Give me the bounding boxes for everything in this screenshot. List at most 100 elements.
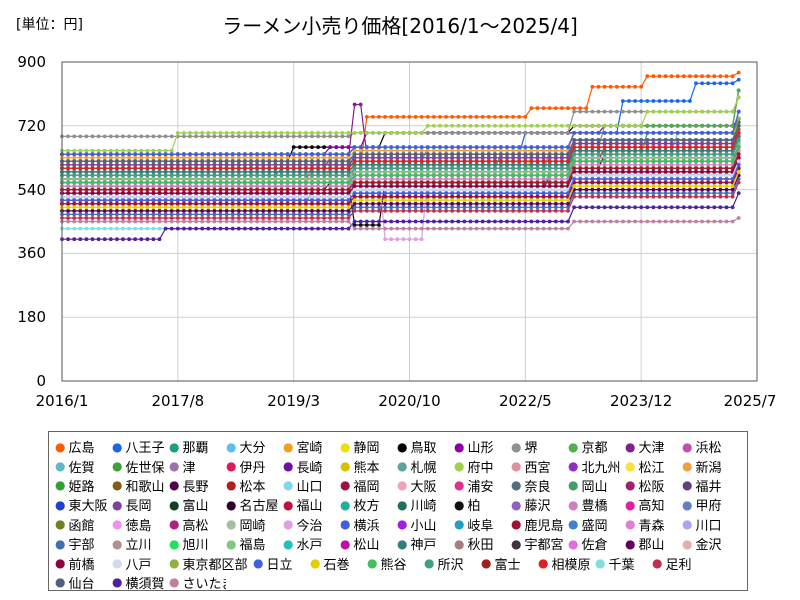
data-point (316, 145, 320, 150)
data-point (236, 162, 241, 167)
data-point (462, 155, 467, 160)
data-point (261, 155, 266, 160)
data-point (340, 155, 345, 160)
data-point (157, 134, 162, 139)
data-point (584, 109, 589, 114)
data-point (535, 148, 540, 153)
data-point (493, 131, 497, 135)
data-point (474, 123, 479, 128)
data-point (200, 155, 205, 160)
data-point (389, 148, 394, 153)
data-point (657, 99, 662, 103)
data-point (438, 115, 442, 119)
data-point (651, 109, 656, 114)
data-point (267, 155, 272, 160)
data-point (596, 123, 601, 128)
data-point (535, 106, 540, 110)
data-point (243, 162, 247, 167)
data-point (407, 131, 412, 135)
data-point (334, 162, 339, 167)
data-point (96, 155, 101, 160)
data-point (401, 131, 406, 135)
data-point (675, 99, 680, 103)
data-point (462, 123, 467, 128)
data-point (139, 155, 144, 160)
data-point (474, 131, 479, 135)
data-point (511, 115, 515, 119)
data-point (383, 115, 387, 119)
data-point (627, 123, 631, 128)
data-point (188, 155, 192, 160)
data-point (718, 123, 723, 128)
data-point (133, 148, 138, 153)
data-point (614, 84, 619, 89)
data-point (255, 155, 259, 160)
data-point (517, 131, 522, 135)
data-point (681, 141, 686, 146)
data-point (163, 162, 168, 167)
data-point (328, 134, 333, 139)
data-point (523, 148, 528, 153)
data-point (432, 131, 436, 135)
data-point (212, 134, 217, 139)
series-line (62, 139, 740, 180)
series-line (62, 122, 740, 162)
data-point (72, 155, 77, 160)
data-point (681, 123, 686, 128)
data-point (78, 155, 83, 160)
data-point (608, 109, 613, 114)
data-point (736, 95, 741, 100)
data-point (621, 84, 625, 89)
data-point (486, 115, 491, 119)
data-point (279, 131, 284, 135)
data-point (425, 155, 430, 160)
data-point (249, 162, 253, 167)
data-point (121, 162, 125, 167)
data-point (279, 162, 284, 167)
data-point (139, 148, 144, 153)
data-point (102, 155, 107, 160)
data-point (553, 155, 558, 160)
data-point (645, 109, 650, 114)
data-point (700, 74, 704, 79)
data-point (121, 148, 125, 153)
data-point (78, 134, 83, 139)
data-point (127, 155, 131, 160)
data-point (474, 155, 479, 160)
data-point (639, 99, 644, 103)
data-point (84, 134, 89, 139)
data-point (358, 102, 363, 107)
data-point (602, 123, 607, 128)
data-point (621, 141, 625, 146)
data-point (633, 123, 637, 128)
data-point (102, 134, 107, 139)
data-point (194, 162, 199, 167)
data-point (182, 155, 186, 160)
data-point (358, 148, 363, 153)
series-姫路 (60, 148, 741, 192)
data-point (724, 109, 729, 114)
data-point (261, 162, 266, 167)
data-point (194, 131, 199, 135)
data-point (334, 155, 339, 160)
data-point (236, 134, 241, 139)
data-point (560, 148, 564, 153)
data-point (547, 155, 552, 160)
data-point (279, 155, 284, 160)
data-point (724, 74, 729, 79)
data-point (297, 145, 302, 150)
data-point (517, 155, 522, 160)
data-point (425, 123, 430, 128)
data-point (712, 141, 717, 146)
data-point (364, 155, 369, 160)
data-point (285, 131, 290, 135)
data-point (108, 134, 113, 139)
data-point (377, 115, 381, 119)
data-point (328, 131, 333, 135)
data-point (297, 131, 302, 135)
data-point (425, 148, 430, 153)
data-point (212, 155, 217, 160)
data-point (413, 148, 418, 153)
data-point (529, 148, 534, 153)
data-point (419, 131, 424, 135)
